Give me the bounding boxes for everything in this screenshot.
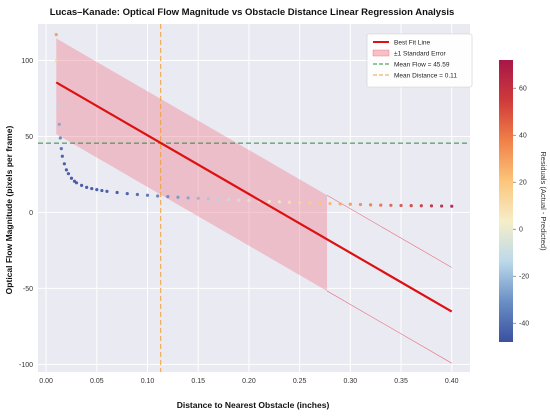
scatter-point xyxy=(298,200,302,205)
std-error-band xyxy=(56,38,328,291)
scatter-point xyxy=(287,200,292,204)
scatter-point xyxy=(69,176,74,180)
scatter-point xyxy=(64,168,68,172)
x-tick-label: 0.40 xyxy=(445,378,459,385)
scatter-point xyxy=(358,202,363,207)
legend-label-mean-distance: Mean Distance = 0.11 xyxy=(394,73,457,80)
colorbar-ticks: 60 40 20 0 -20 -40 xyxy=(513,86,529,328)
scatter-point xyxy=(105,189,109,193)
scatter-point xyxy=(399,203,403,208)
legend: Best Fit Line ±1 Standard Error Mean Flo… xyxy=(366,33,473,88)
x-axis-label: Distance to Nearest Obstacle (inches) xyxy=(177,400,330,410)
colorbar-label: Residuals (Actual - Predicted) xyxy=(539,151,548,251)
scatter-point xyxy=(62,162,66,166)
scatter-point xyxy=(90,186,94,191)
scatter-point xyxy=(166,195,170,199)
colorbar-tick-label: 40 xyxy=(519,133,527,140)
scatter-point xyxy=(59,147,63,151)
scatter-point xyxy=(247,198,251,203)
x-tick-label: 0.25 xyxy=(293,378,307,385)
scatter-point xyxy=(57,122,61,126)
scatter-point xyxy=(85,185,89,189)
y-tick-label: 0 xyxy=(29,210,33,217)
scatter-point xyxy=(267,199,271,204)
scatter-point xyxy=(125,191,129,196)
colorbar-tick-label: 0 xyxy=(519,227,523,234)
scatter-point xyxy=(369,203,373,207)
scatter-point xyxy=(227,198,231,202)
scatter-point xyxy=(348,202,352,206)
scatter-point xyxy=(74,181,79,185)
y-tick-label: 50 xyxy=(25,134,33,141)
scatter-point xyxy=(66,172,71,176)
scatter-point xyxy=(56,104,60,108)
scatter-point xyxy=(55,58,59,63)
scatter-point xyxy=(277,200,281,204)
legend-label-mean-flow: Mean Flow = 45.59 xyxy=(394,62,450,69)
colorbar-tick-label: 60 xyxy=(519,86,527,93)
chart-title: Lucas–Kanade: Optical Flow Magnitude vs … xyxy=(50,7,455,18)
scatter-point xyxy=(450,204,454,208)
x-tick-label: 0.05 xyxy=(90,378,104,385)
scatter-points xyxy=(54,33,454,208)
scatter-point xyxy=(379,203,383,207)
scatter-point xyxy=(186,196,190,200)
scatter-point xyxy=(308,201,312,205)
y-tick-label: -50 xyxy=(23,286,33,293)
scatter-point xyxy=(409,203,413,208)
x-ticks: 0.00 0.05 0.10 0.15 0.20 0.25 0.30 0.35 0.40 xyxy=(39,378,458,385)
colorbar-tick-label: -40 xyxy=(519,321,529,328)
x-tick-label: 0.10 xyxy=(141,378,155,385)
legend-label-band: ±1 Standard Error xyxy=(394,51,446,58)
legend-label-fit: Best Fit Line xyxy=(394,40,431,47)
scatter-point xyxy=(429,204,434,208)
scatter-point xyxy=(419,204,423,208)
scatter-point xyxy=(338,202,342,206)
std-error-upper-edge xyxy=(326,194,452,268)
x-tick-label: 0.15 xyxy=(191,378,205,385)
x-tick-label: 0.35 xyxy=(394,378,408,385)
scatter-point xyxy=(80,183,84,187)
scatter-point xyxy=(58,136,62,140)
scatter-point xyxy=(389,203,393,207)
scatter-point xyxy=(176,195,180,199)
colorbar-tick-label: -20 xyxy=(519,274,529,281)
scatter-point xyxy=(328,202,332,206)
scatter-point xyxy=(115,190,119,195)
scatter-point xyxy=(54,33,58,37)
scatter-point xyxy=(237,198,241,202)
scatter-point xyxy=(135,192,139,197)
scatter-point xyxy=(440,204,444,208)
scatter-point xyxy=(318,201,322,205)
y-ticks: -100 -50 0 50 100 xyxy=(19,58,33,369)
std-error-lower-edge xyxy=(326,290,452,364)
x-tick-label: 0.20 xyxy=(242,378,256,385)
legend-swatch-band xyxy=(372,49,390,57)
x-tick-label: 0.30 xyxy=(344,378,358,385)
scatter-point xyxy=(206,197,210,201)
scatter-point xyxy=(100,188,104,193)
legend-box xyxy=(366,33,473,88)
colorbar-tick-label: 20 xyxy=(519,180,527,187)
scatter-point xyxy=(216,197,221,201)
best-fit-line xyxy=(55,81,453,313)
y-tick-label: -100 xyxy=(19,362,33,369)
y-tick-label: 100 xyxy=(21,58,33,65)
scatter-point xyxy=(95,188,99,192)
scatter-point xyxy=(145,193,150,197)
colorbar xyxy=(499,60,513,342)
scatter-point xyxy=(156,194,160,198)
y-axis-label: Optical Flow Magnitude (pixels per frame… xyxy=(4,126,14,295)
x-tick-label: 0.00 xyxy=(39,378,53,385)
scatter-point xyxy=(60,154,64,158)
scatter-point xyxy=(196,196,200,200)
